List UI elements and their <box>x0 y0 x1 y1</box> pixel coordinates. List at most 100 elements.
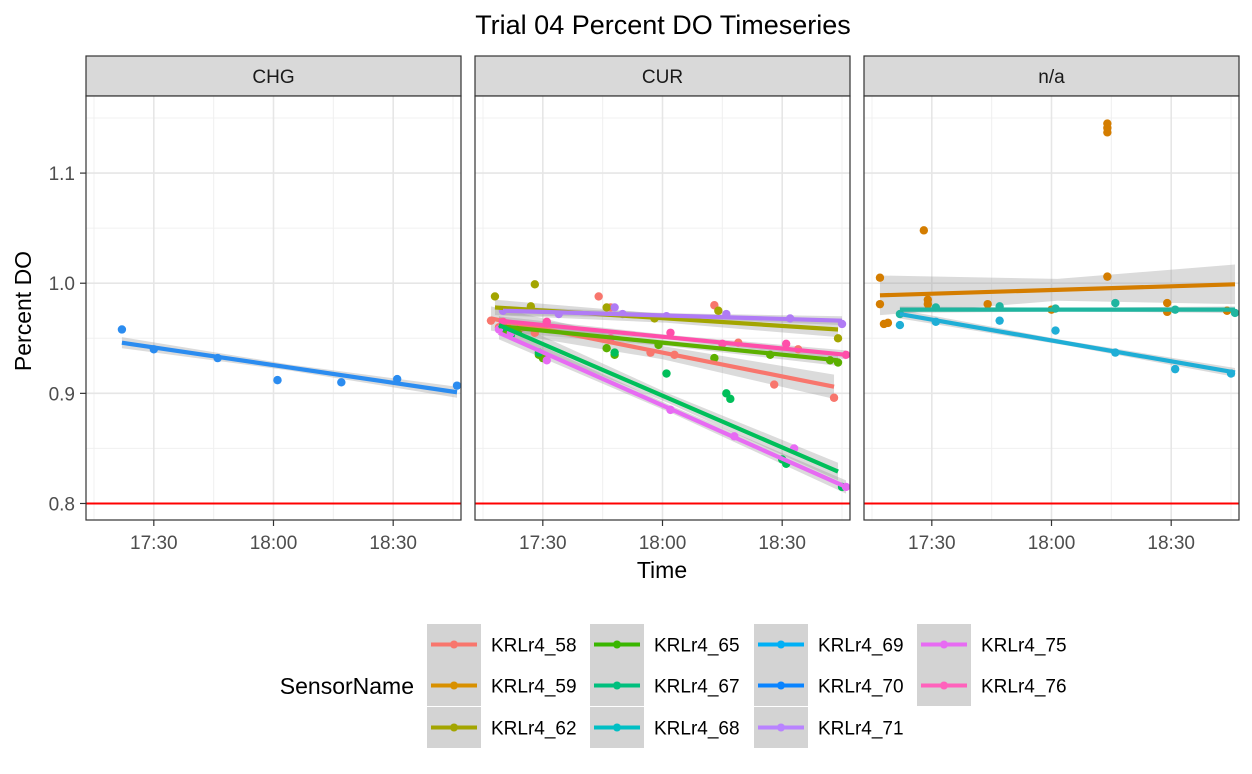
legend-item-KRLr4_75: KRLr4_75 <box>917 624 1067 665</box>
data-point-KRLr4_70 <box>273 375 282 385</box>
x-tick-label: 18:30 <box>758 533 806 554</box>
data-point-KRLr4_76 <box>666 328 675 337</box>
data-point-KRLr4_69 <box>995 316 1004 325</box>
x-tick-label: 17:30 <box>130 533 178 554</box>
x-tick-label: 18:00 <box>639 533 687 554</box>
legend-key-point <box>450 681 458 690</box>
data-point-KRLr4_59 <box>1162 298 1172 308</box>
x-tick-label: 17:30 <box>908 533 956 554</box>
legend-key-point <box>777 640 785 649</box>
y-axis-title: Percent DO <box>10 251 36 371</box>
legend-label: KRLr4_75 <box>981 636 1067 657</box>
legend-key-point <box>613 640 621 649</box>
data-point-KRLr4_71 <box>610 303 619 312</box>
data-point-KRLr4_70 <box>337 378 346 387</box>
legend-label: KRLr4_62 <box>491 719 577 740</box>
data-point-KRLr4_70 <box>117 325 127 334</box>
data-point-KRLr4_59 <box>923 299 933 309</box>
data-point-KRLr4_58 <box>594 292 603 301</box>
legend-key-point <box>940 640 948 649</box>
data-point-KRLr4_59 <box>883 318 893 328</box>
data-point-KRLr4_69 <box>1051 326 1060 335</box>
data-point-KRLr4_59 <box>919 226 929 235</box>
legend-item-KRLr4_68: KRLr4_68 <box>590 707 740 748</box>
data-point-KRLr4_62 <box>490 292 500 301</box>
legend-item-KRLr4_58: KRLr4_58 <box>427 624 577 665</box>
legend-label: KRLr4_68 <box>654 719 740 740</box>
data-point-KRLr4_62 <box>714 306 723 315</box>
legend-label: KRLr4_59 <box>491 677 577 698</box>
trend-line-KRLr4_71 <box>502 308 843 323</box>
facet-strip <box>863 55 1240 97</box>
data-point-KRLr4_75 <box>542 356 552 365</box>
x-tick-label: 18:30 <box>369 533 417 554</box>
facet-strip <box>474 55 851 97</box>
data-point-KRLr4_67 <box>726 394 735 404</box>
facet-panels: CHG 17:30 18:00 18:30 0.8 0.9 1.0 1.1 CUR 17:30 18… <box>49 55 1240 554</box>
x-tick-label: 18:00 <box>1028 533 1076 554</box>
legend-item-KRLr4_71: KRLr4_71 <box>754 707 904 748</box>
legend-label: KRLr4_67 <box>654 677 740 698</box>
legend-key-point <box>450 640 458 649</box>
data-point-KRLr4_69 <box>1170 364 1180 374</box>
legend-label: KRLr4_58 <box>491 636 577 657</box>
data-point-KRLr4_59 <box>875 299 885 309</box>
trend-line-KRLr4_65 <box>498 324 839 363</box>
data-point-KRLr4_58 <box>829 393 839 402</box>
data-point-KRLr4_62 <box>530 280 540 289</box>
trend-line-KRLr4_70 <box>121 340 458 395</box>
y-tick-label: 1.0 <box>49 274 75 295</box>
legend-item-KRLr4_59: KRLr4_59 <box>427 665 577 706</box>
y-tick-label: 1.1 <box>49 164 75 185</box>
data-point-KRLr4_62 <box>602 303 611 312</box>
facet-panel-chg: CHG 17:30 18:00 18:30 0.8 0.9 1.0 1.1 <box>49 55 462 554</box>
x-tick-label: 18:00 <box>250 533 298 554</box>
legend-item-KRLr4_69: KRLr4_69 <box>754 624 904 665</box>
trend-line-KRLr4_69 <box>899 311 1236 375</box>
data-point-KRLr4_69 <box>895 320 905 330</box>
data-point-KRLr4_76 <box>781 339 791 348</box>
x-tick-label: 18:30 <box>1147 533 1195 554</box>
legend-label: KRLr4_71 <box>818 719 904 740</box>
legend-item-KRLr4_67: KRLr4_67 <box>590 665 740 706</box>
legend-key-point <box>450 723 458 732</box>
facet-strip-label: CHG <box>252 67 294 88</box>
data-point-KRLr4_59 <box>1103 272 1112 281</box>
legend-label: KRLr4_76 <box>981 677 1067 698</box>
legend-key-point <box>777 681 785 690</box>
trend-line-KRLr4_59 <box>879 282 1236 298</box>
y-tick-label: 0.9 <box>49 384 75 405</box>
data-point-KRLr4_65 <box>602 343 611 353</box>
legend-label: KRLr4_69 <box>818 636 904 657</box>
data-point-KRLr4_58 <box>770 380 779 389</box>
facet-strip-label: n/a <box>1038 67 1065 88</box>
legend-key-point <box>613 681 621 690</box>
legend-label: KRLr4_65 <box>654 636 740 657</box>
data-point-KRLr4_70 <box>452 381 462 390</box>
legend-key-point <box>613 723 621 732</box>
legend-item-KRLr4_65: KRLr4_65 <box>590 624 740 665</box>
legend-key-point <box>940 681 948 690</box>
facet-strip-label: CUR <box>642 67 683 88</box>
facet-panel-na: n/a 17:30 18:00 18:30 <box>863 55 1240 554</box>
trend-line-KRLr4_76 <box>498 318 847 357</box>
data-point-KRLr4_59 <box>875 273 885 282</box>
legend-key-point <box>777 723 785 732</box>
data-point-KRLr4_59 <box>983 299 992 309</box>
data-point-KRLr4_65 <box>710 353 719 363</box>
trend-line-KRLr4_67 <box>498 323 839 474</box>
facet-panel-cur: CUR 17:30 18:00 18:30 <box>474 55 851 554</box>
trend-line-KRLr4_75 <box>498 330 847 489</box>
legend-item-KRLr4_62: KRLr4_62 <box>427 707 577 748</box>
legend-item-KRLr4_70: KRLr4_70 <box>754 665 904 706</box>
data-point-KRLr4_67 <box>662 369 671 378</box>
legend: KRLr4_58 KRLr4_65 KRLr4_69 KRLr4_75 KRLr4_59… <box>427 624 1067 748</box>
x-tick-label: 17:30 <box>519 533 567 554</box>
data-point-KRLr4_68 <box>1111 298 1120 308</box>
data-point-KRLr4_59 <box>1103 128 1112 137</box>
data-point-KRLr4_62 <box>833 334 843 343</box>
chart-title: Trial 04 Percent DO Timeseries <box>475 10 851 40</box>
facet-strip <box>85 55 462 97</box>
data-point-KRLr4_67 <box>610 348 619 357</box>
